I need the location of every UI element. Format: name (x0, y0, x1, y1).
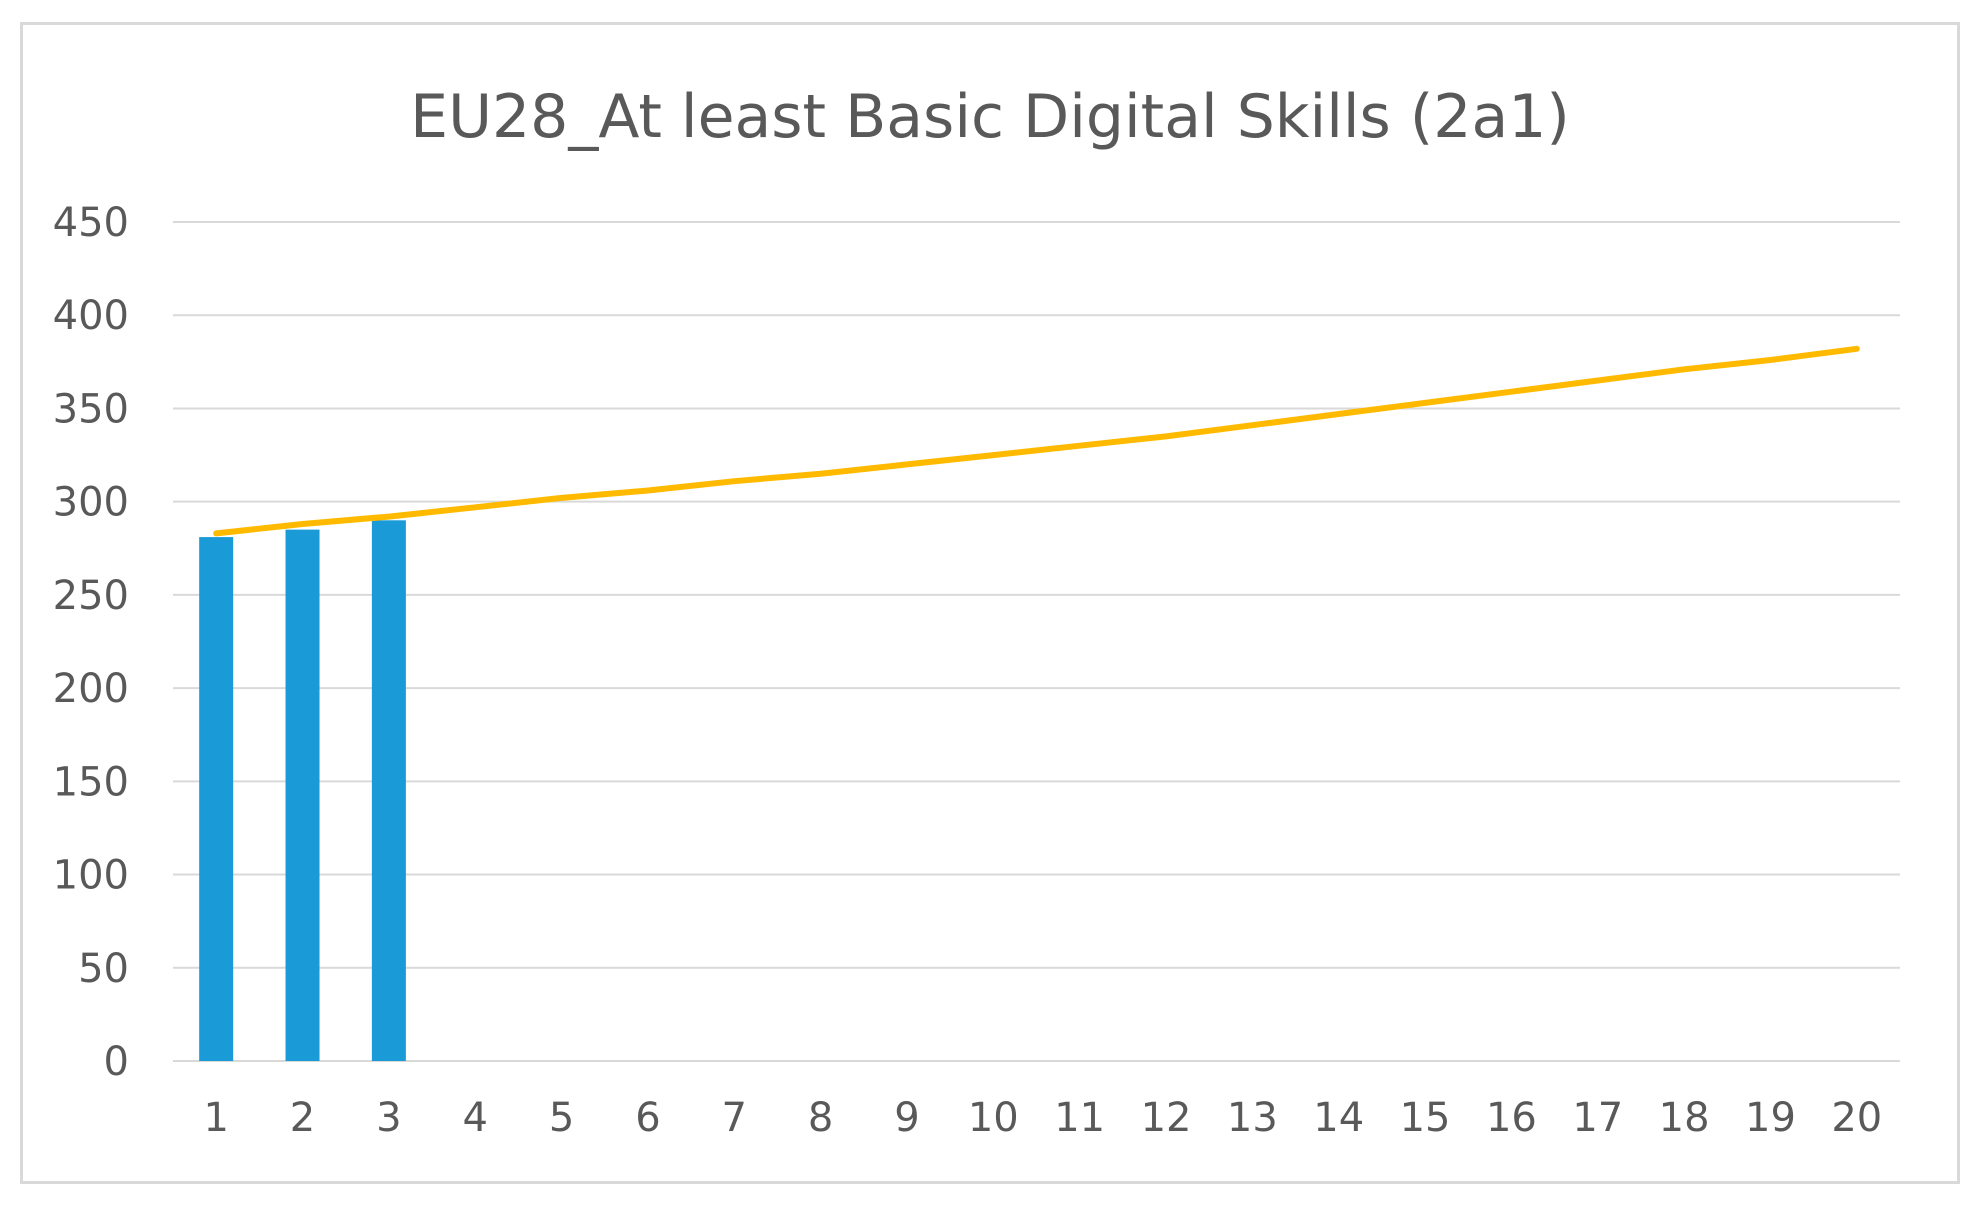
line-point-9 (906, 463, 908, 465)
x-tick-label-1: 1 (203, 1095, 228, 1141)
x-axis-tick-labels: 1 2 3 4 5 6 7 8 9 10 11 12 13 14 15 16 17 18 19 20 (203, 1095, 1882, 1141)
y-tick-label-0: 0 (104, 1039, 129, 1085)
trend-line (213, 345, 1860, 537)
x-tick-label-4: 4 (462, 1095, 487, 1141)
y-tick-label-450: 450 (53, 200, 129, 246)
bar-3 (371, 520, 406, 1061)
x-tick-label-18: 18 (1659, 1095, 1710, 1141)
line-point-13 (1251, 424, 1253, 426)
x-tick-label-6: 6 (635, 1095, 660, 1141)
x-tick-label-16: 16 (1486, 1095, 1537, 1141)
x-tick-label-10: 10 (968, 1095, 1019, 1141)
line-point-20 (1856, 348, 1858, 350)
x-tick-label-20: 20 (1831, 1095, 1882, 1141)
bar-series (199, 520, 406, 1061)
x-tick-label-13: 13 (1227, 1095, 1278, 1141)
x-tick-label-2: 2 (290, 1095, 315, 1141)
trend-line-series (213, 345, 1860, 537)
line-point-6 (647, 489, 649, 491)
y-tick-label-50: 50 (78, 946, 129, 992)
bar-2 (285, 529, 320, 1061)
y-tick-label-100: 100 (53, 853, 129, 899)
line-point-18 (1683, 368, 1685, 370)
line-point-2 (302, 523, 304, 525)
line-point-3 (388, 516, 390, 518)
x-tick-label-8: 8 (808, 1095, 833, 1141)
y-axis-tick-labels: 0 50 100 150 200 250 300 350 400 450 (53, 200, 129, 1085)
line-point-17 (1597, 379, 1599, 381)
x-tick-label-9: 9 (894, 1095, 919, 1141)
x-tick-label-11: 11 (1054, 1095, 1105, 1141)
x-tick-label-17: 17 (1572, 1095, 1623, 1141)
y-tick-label-200: 200 (53, 666, 129, 712)
gridlines (173, 221, 1900, 1062)
line-point-19 (1769, 359, 1771, 361)
chart-title: EU28_At least Basic Digital Skills (2a1) (410, 82, 1570, 152)
line-point-14 (1338, 413, 1340, 415)
line-point-5 (561, 497, 563, 499)
x-tick-label-14: 14 (1313, 1095, 1364, 1141)
line-point-12 (1165, 435, 1167, 437)
line-point-16 (1510, 391, 1512, 393)
x-tick-label-7: 7 (722, 1095, 747, 1141)
line-point-10 (992, 454, 994, 456)
y-tick-label-150: 150 (53, 759, 129, 805)
y-tick-label-400: 400 (53, 293, 129, 339)
line-point-11 (1079, 445, 1081, 447)
x-tick-label-5: 5 (549, 1095, 574, 1141)
line-point-7 (733, 480, 735, 482)
bar-1 (199, 537, 234, 1061)
x-tick-label-12: 12 (1141, 1095, 1192, 1141)
line-point-4 (474, 506, 476, 508)
line-point-1 (215, 532, 217, 534)
line-point-15 (1424, 402, 1426, 404)
x-tick-label-3: 3 (376, 1095, 401, 1141)
chart-frame: EU28_At least Basic Digital Skills (2a1)… (20, 22, 1960, 1184)
y-tick-label-250: 250 (53, 573, 129, 619)
chart-svg: EU28_At least Basic Digital Skills (2a1)… (53, 82, 1900, 1141)
line-point-8 (820, 473, 822, 475)
x-tick-label-19: 19 (1745, 1095, 1796, 1141)
x-tick-label-15: 15 (1400, 1095, 1451, 1141)
y-tick-label-300: 300 (53, 480, 129, 526)
y-tick-label-350: 350 (53, 386, 129, 432)
